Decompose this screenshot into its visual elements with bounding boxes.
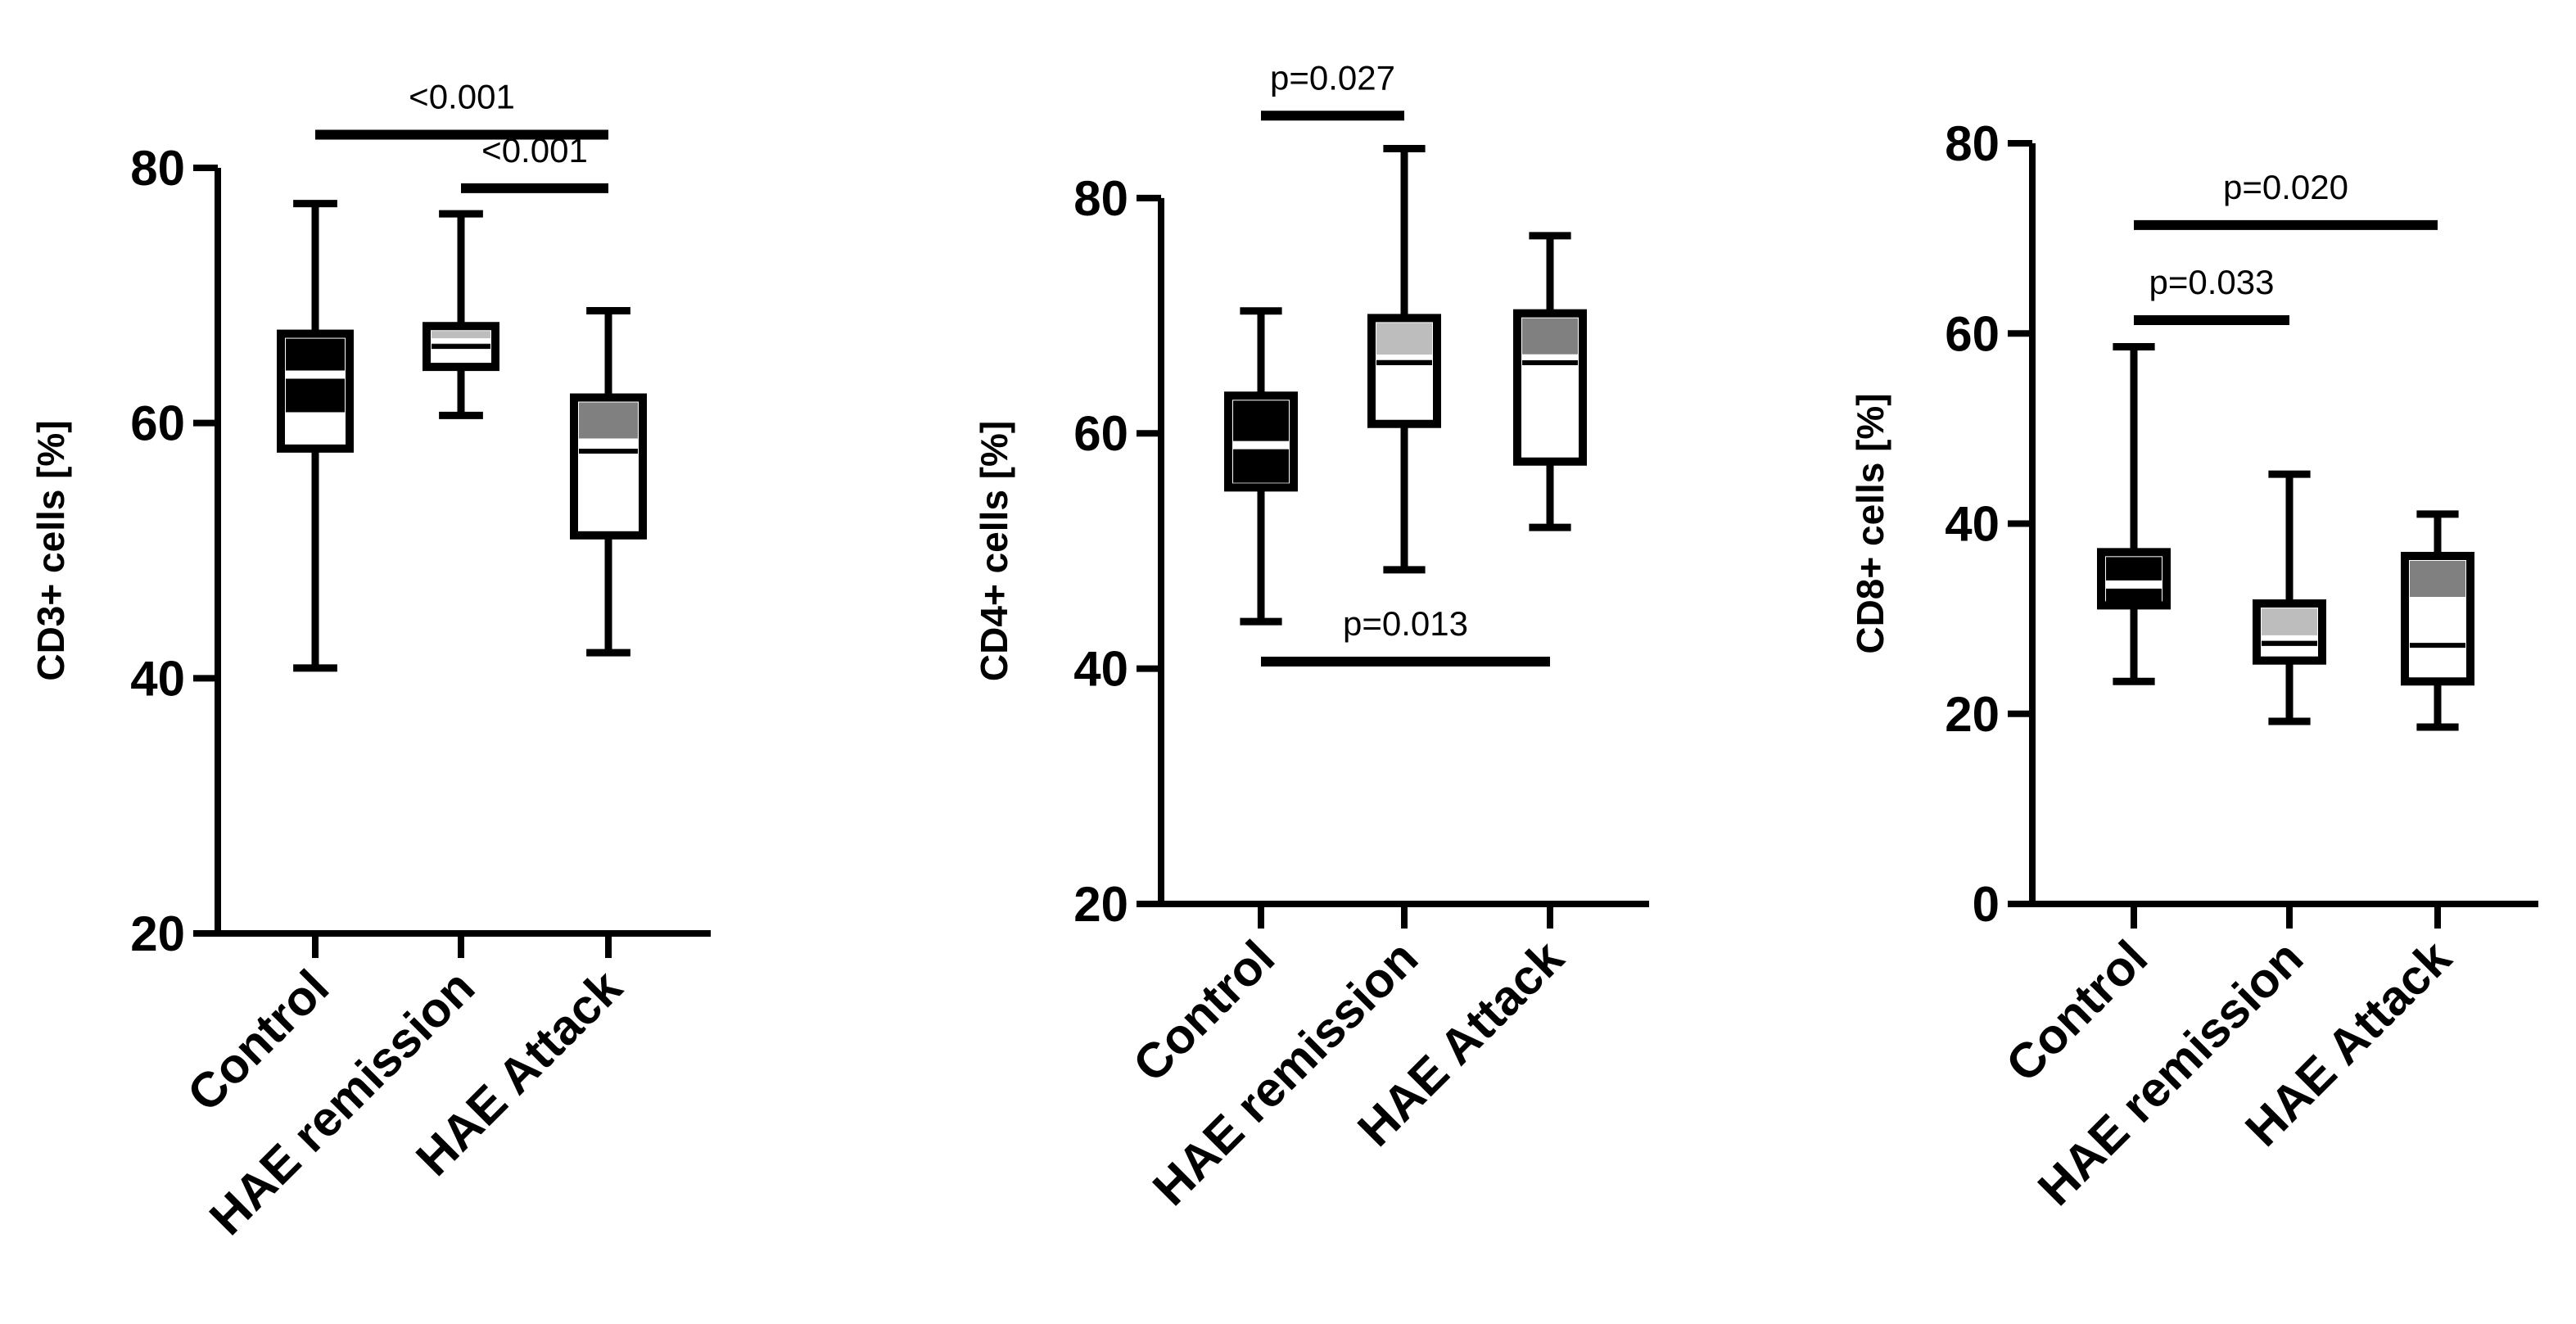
- box-shade: [2106, 557, 2162, 603]
- y-axis-title: CD8+ cells [%]: [1849, 393, 1891, 653]
- y-tick-label: 40: [1945, 497, 2000, 552]
- box-hae-remission: [423, 210, 499, 419]
- y-tick-label: 80: [1945, 116, 2000, 171]
- p-value-label: p=0.027: [1270, 58, 1395, 97]
- y-axis-title: CD4+ cells [%]: [973, 421, 1015, 681]
- p-value-label: <0.001: [481, 131, 588, 169]
- y-tick-label: 60: [1945, 306, 2000, 361]
- y-tick-label: 80: [1073, 171, 1128, 226]
- p-value-label: p=0.020: [2223, 168, 2348, 206]
- box-control: [277, 200, 354, 672]
- y-tick-label: 0: [1973, 877, 2000, 932]
- y-tick-label: 20: [1073, 877, 1128, 932]
- x-tick-label-control: Control: [1995, 930, 2158, 1092]
- box-shade: [1522, 318, 1578, 355]
- y-tick-label: 60: [130, 396, 185, 451]
- x-tick-label-hae-remission: HAE remission: [2027, 930, 2313, 1216]
- y-tick-label: 80: [130, 141, 185, 196]
- y-tick-label: 60: [1073, 406, 1128, 461]
- x-tick-label-hae-remission: HAE remission: [199, 960, 485, 1245]
- box-hae-attack: [570, 307, 647, 657]
- box-shade: [2410, 560, 2465, 597]
- box-hae-remission: [2253, 470, 2326, 725]
- box-hae-remission: [1367, 144, 1441, 574]
- box-hae-attack: [2401, 510, 2474, 731]
- y-tick-label: 20: [130, 906, 185, 961]
- p-value-label: <0.001: [409, 77, 515, 115]
- y-tick-label: 40: [1073, 642, 1128, 697]
- y-tick-label: 40: [130, 651, 185, 706]
- box-control: [2097, 343, 2171, 685]
- box-control: [1224, 307, 1298, 626]
- p-value-label: p=0.013: [1343, 604, 1468, 643]
- x-tick-label-hae-remission: HAE remission: [1142, 930, 1428, 1216]
- y-axis-title: CD3+ cells [%]: [29, 420, 72, 680]
- box-shade: [579, 402, 638, 439]
- box-hae-attack: [1513, 232, 1587, 531]
- p-value-label: p=0.033: [2149, 263, 2275, 301]
- y-tick-label: 20: [1945, 687, 2000, 742]
